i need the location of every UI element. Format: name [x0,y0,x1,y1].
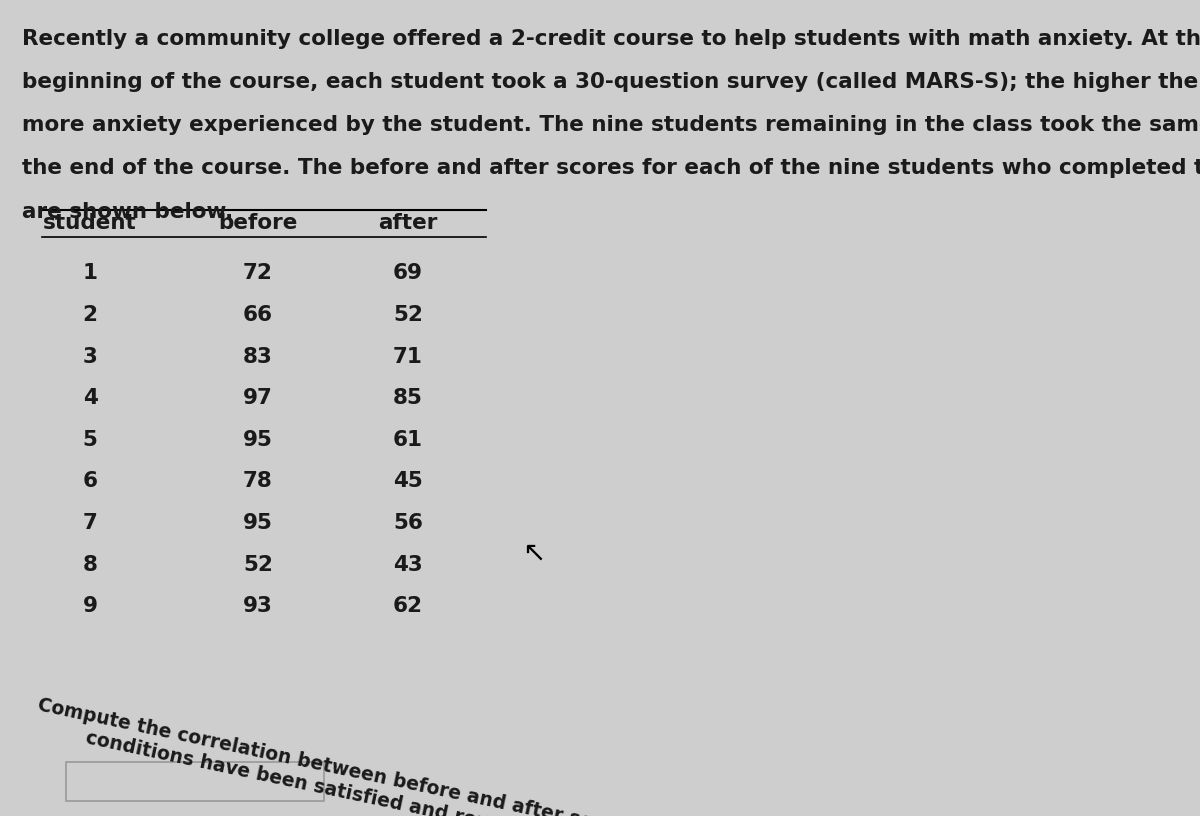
Text: 97: 97 [244,388,272,408]
Text: 83: 83 [244,347,272,366]
Text: 43: 43 [394,555,422,574]
Text: student: student [43,212,137,233]
Text: 3: 3 [83,347,97,366]
Text: before: before [218,212,298,233]
Text: 56: 56 [394,513,422,533]
Text: ↖: ↖ [522,539,546,566]
Text: 62: 62 [394,596,424,616]
Text: Recently a community college offered a 2-credit course to help students with mat: Recently a community college offered a 2… [22,29,1200,49]
Text: 9: 9 [83,596,97,616]
Text: 93: 93 [244,596,272,616]
Text: 78: 78 [244,472,272,491]
Text: 95: 95 [244,430,272,450]
Text: 6: 6 [83,472,97,491]
Text: after: after [378,212,438,233]
Text: 69: 69 [394,264,424,283]
Text: conditions have been satisfied and round your answer to the nearest 0.001.): conditions have been satisfied and round… [84,728,884,816]
Text: beginning of the course, each student took a 30-question survey (called MARS-S);: beginning of the course, each student to… [22,72,1200,92]
Text: 71: 71 [394,347,422,366]
Text: 52: 52 [244,555,272,574]
Text: 7: 7 [83,513,97,533]
Text: Compute the correlation between before and after scores for these students. (Ass: Compute the correlation between before a… [36,695,1098,816]
Text: 66: 66 [242,305,274,325]
Text: 85: 85 [394,388,422,408]
Text: 72: 72 [244,264,272,283]
Text: the end of the course. The before and after scores for each of the nine students: the end of the course. The before and af… [22,158,1200,179]
Text: 5: 5 [83,430,97,450]
Text: 45: 45 [394,472,422,491]
Text: 52: 52 [394,305,422,325]
Text: 4: 4 [83,388,97,408]
Text: 1: 1 [83,264,97,283]
Text: 8: 8 [83,555,97,574]
Text: are shown below.: are shown below. [22,202,233,222]
Text: more anxiety experienced by the student. The nine students remaining in the clas: more anxiety experienced by the student.… [22,115,1200,135]
Text: 95: 95 [244,513,272,533]
Text: 2: 2 [83,305,97,325]
Text: 61: 61 [394,430,424,450]
